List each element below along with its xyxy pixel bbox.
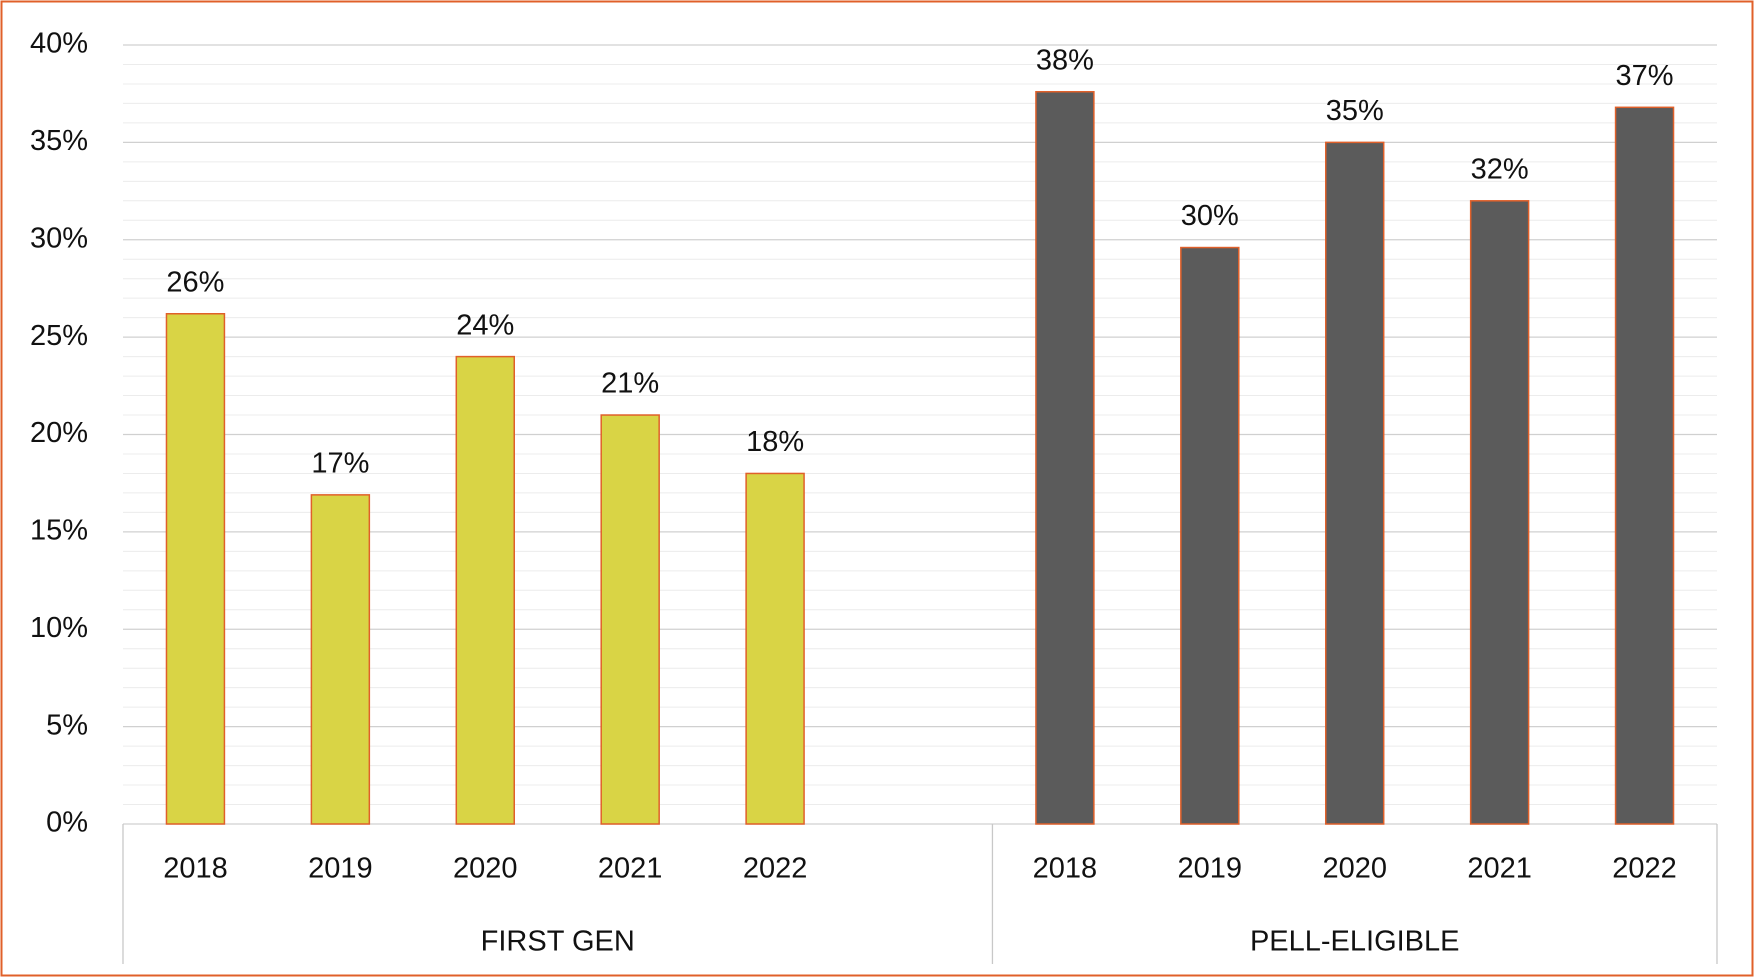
data-label: 37%: [1616, 60, 1674, 92]
x-tick-label: 2021: [598, 853, 663, 885]
data-label: 21%: [601, 368, 659, 400]
y-tick-label: 40%: [30, 28, 88, 60]
x-tick-label: 2022: [1612, 853, 1677, 885]
bar: [1180, 246, 1240, 825]
x-tick-label: 2019: [308, 853, 373, 885]
data-label: 32%: [1471, 153, 1529, 185]
data-label: 24%: [456, 309, 514, 341]
x-tick-label: 2018: [1033, 853, 1098, 885]
x-tick-label: 2020: [453, 853, 518, 885]
group-label: PELL-ELIGIBLE: [1250, 926, 1460, 958]
bar: [310, 494, 371, 825]
data-label: 30%: [1181, 200, 1239, 232]
bar: [1324, 141, 1385, 825]
bar: [165, 313, 226, 825]
group-label: FIRST GEN: [481, 926, 635, 958]
y-tick-label: 5%: [46, 709, 88, 741]
x-tick-label: 2020: [1322, 853, 1387, 885]
bar: [1035, 90, 1095, 825]
bar: [455, 355, 516, 825]
data-label: 38%: [1036, 44, 1094, 76]
x-tick-label: 2019: [1178, 853, 1243, 885]
y-tick-label: 20%: [30, 417, 88, 449]
x-tick-label: 2021: [1467, 853, 1532, 885]
data-label: 17%: [311, 448, 369, 480]
data-label: 35%: [1326, 95, 1384, 127]
y-tick-label: 30%: [30, 222, 88, 254]
y-tick-label: 15%: [30, 515, 88, 547]
bar: [1469, 200, 1530, 825]
bar: [1614, 106, 1675, 825]
x-tick-label: 2018: [163, 853, 228, 885]
y-tick-label: 0%: [46, 807, 88, 839]
y-tick-label: 25%: [30, 320, 88, 352]
x-tick-label: 2022: [743, 853, 808, 885]
data-label: 26%: [166, 266, 224, 298]
y-tick-label: 35%: [30, 125, 88, 157]
y-tick-label: 10%: [30, 612, 88, 644]
bar: [600, 414, 660, 825]
data-label: 18%: [746, 426, 804, 458]
bar: [745, 472, 805, 825]
